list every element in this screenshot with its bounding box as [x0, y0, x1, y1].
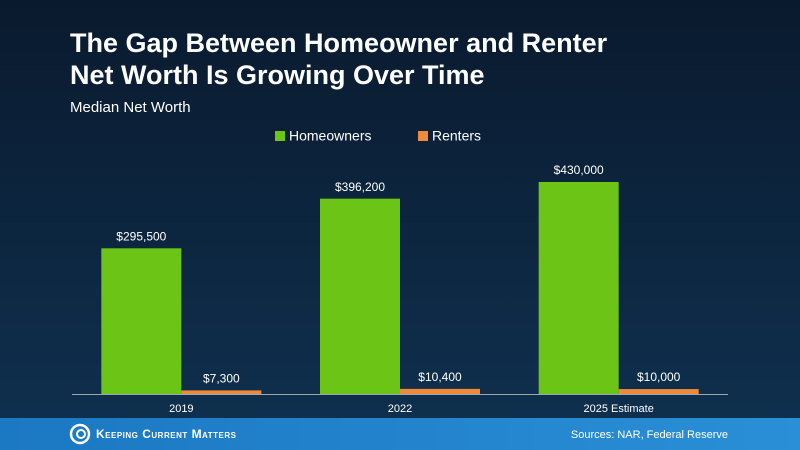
x-tick-label: 2019 — [169, 403, 193, 415]
bar — [538, 182, 619, 394]
logo-icon — [69, 423, 91, 445]
value-label: $295,500 — [116, 229, 166, 243]
bar — [618, 389, 699, 394]
x-tick-label: 2025 Estimate — [584, 403, 654, 415]
bar — [320, 198, 400, 394]
bar — [181, 390, 262, 394]
legend-label: Homeowners — [289, 128, 371, 144]
value-label: $7,300 — [203, 372, 240, 386]
value-label: $430,000 — [554, 163, 604, 177]
brand: Keeping Current Matters — [96, 427, 237, 441]
bar — [400, 388, 480, 394]
bar — [101, 248, 182, 394]
value-label: $10,000 — [637, 370, 681, 384]
x-tick-label: 2022 — [388, 403, 412, 415]
legend-label: Renters — [432, 128, 481, 144]
chart-title: Net Worth Is Growing Over Time — [70, 60, 485, 90]
chart-subtitle: Median Net Worth — [70, 99, 191, 116]
source: Sources: NAR, Federal Reserve — [571, 429, 728, 441]
chart-title: The Gap Between Homeowner and Renter — [70, 28, 608, 58]
legend-swatch — [418, 131, 428, 141]
legend-swatch — [275, 131, 285, 141]
value-label: $10,400 — [418, 370, 462, 384]
footer — [0, 418, 800, 450]
value-label: $396,200 — [335, 180, 385, 194]
